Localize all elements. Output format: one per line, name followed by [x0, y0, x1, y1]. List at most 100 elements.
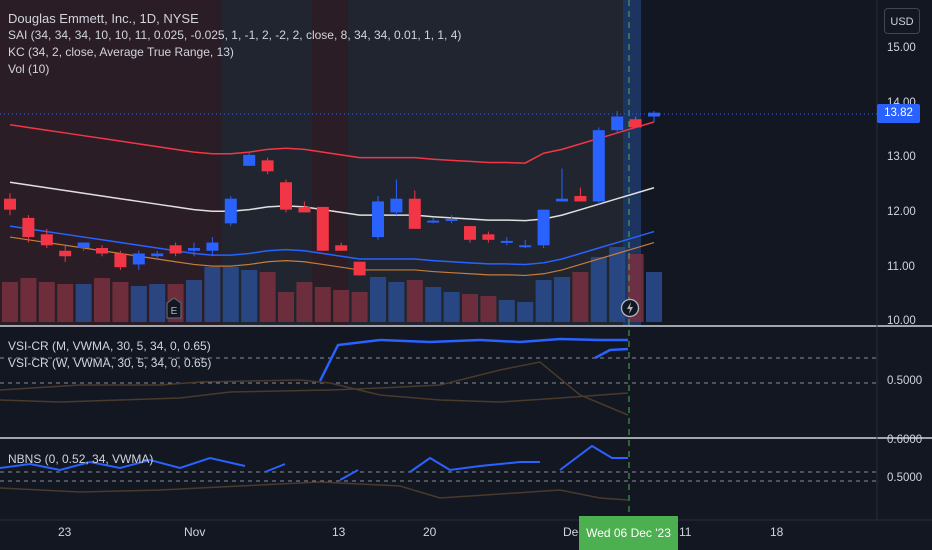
volume-bar: [646, 272, 662, 322]
price-tick: 13.00: [887, 151, 916, 163]
nbns-brown-line: [0, 481, 629, 501]
volume-bar: [351, 292, 368, 322]
volume-bar: [186, 280, 202, 322]
nbns-line: [264, 463, 286, 473]
price-tick: 12.00: [887, 206, 916, 218]
sai-legend[interactable]: SAI (34, 34, 34, 10, 10, 11, 0.025, -0.0…: [8, 28, 462, 42]
candle-body: [132, 253, 145, 265]
keltner-lower-band: [9, 225, 655, 266]
candle-body: [519, 245, 532, 248]
vsi-cr-m-line: [318, 337, 628, 382]
volume-bar: [517, 302, 534, 322]
candle-body: [169, 245, 182, 254]
candle-body: [574, 195, 587, 202]
candle-body: [243, 154, 256, 166]
time-label: 23: [58, 525, 72, 539]
volume-bar: [572, 272, 589, 322]
candle-body: [261, 160, 274, 172]
candle-body: [556, 198, 568, 202]
volume-bar: [554, 277, 570, 322]
price-tick: 11.00: [887, 261, 915, 273]
volume-bar: [259, 272, 276, 322]
vsi-cr-w-line: [594, 347, 629, 360]
volume-bar: [296, 282, 313, 322]
volume-bar: [222, 267, 239, 322]
candle-body: [114, 253, 127, 268]
volume-bar: [406, 280, 423, 322]
earnings-icon[interactable]: E: [166, 297, 182, 319]
sai-orange-line: [9, 236, 655, 277]
main-legend: Douglas Emmett, Inc., 1D, NYSE SAI (34, …: [8, 10, 461, 78]
candle-body: [59, 250, 72, 257]
price-tick: 10.00: [887, 315, 916, 327]
candle-body: [390, 198, 403, 213]
candle-body: [353, 261, 366, 276]
volume-bar: [609, 247, 626, 322]
pane3-tick: 0.6000: [887, 434, 923, 446]
volume-bar: [480, 296, 497, 322]
time-label: 11: [679, 525, 692, 539]
candle-body: [482, 234, 495, 240]
volume-bar: [38, 282, 55, 322]
volume-bar: [241, 270, 258, 322]
volume-bar: [333, 290, 350, 322]
pane3-tick: 0.5000: [887, 472, 923, 484]
candle-body: [500, 240, 513, 243]
candle-body: [224, 198, 237, 224]
volume-bar: [462, 294, 478, 322]
candle-body: [445, 218, 458, 221]
highlight-column: [623, 0, 641, 326]
candle-body: [4, 198, 16, 210]
volume-bar: [388, 282, 405, 322]
volume-bar: [112, 282, 129, 322]
volume-bar: [149, 284, 166, 322]
crosshair-date-tag: Wed 06 Dec '23: [579, 516, 678, 550]
symbol-title[interactable]: Douglas Emmett, Inc., 1D, NYSE: [8, 11, 199, 26]
candle-body: [335, 245, 348, 251]
volume-bar: [370, 277, 386, 322]
kc-legend[interactable]: KC (34, 2, close, Average True Range, 13…: [8, 45, 234, 59]
vsi-cr-w-legend[interactable]: VSI-CR (W, VWMA, 30, 5, 34, 0, 0.65): [8, 356, 212, 370]
volume-bar: [498, 300, 515, 322]
pane2-tick: 0.5000: [887, 375, 923, 387]
candle-body: [648, 112, 660, 117]
candle-body: [40, 234, 53, 246]
price-tick: 15.00: [887, 42, 916, 54]
nbns-line: [0, 456, 246, 472]
regime-shade: [0, 0, 222, 326]
time-label: 18: [770, 525, 784, 539]
pane3-legend: NBNS (0, 0.52, 34, VWMA): [8, 451, 153, 468]
candle-body: [280, 182, 292, 210]
nbns-line: [559, 444, 628, 471]
time-label: 20: [423, 525, 437, 539]
candle-body: [151, 253, 164, 257]
candle-body: [592, 130, 605, 202]
volume-bar: [2, 282, 18, 322]
candle-body: [22, 217, 35, 238]
candle-body: [629, 119, 642, 128]
vsi-cr-m-legend[interactable]: VSI-CR (M, VWMA, 30, 5, 34, 0, 0.65): [8, 339, 211, 353]
candle-body: [206, 242, 219, 251]
candle-body: [298, 206, 311, 213]
pane2-legend: VSI-CR (M, VWMA, 30, 5, 34, 0, 0.65) VSI…: [8, 338, 211, 372]
candle-body: [427, 220, 440, 223]
volume-bar: [130, 286, 147, 322]
nbns-line: [339, 469, 359, 481]
candle-body: [316, 206, 329, 251]
keltner-upper-band: [9, 121, 655, 164]
time-label: 13: [332, 525, 346, 539]
currency-button[interactable]: USD: [884, 8, 920, 34]
dividend-icon[interactable]: [620, 298, 640, 318]
volume-bar: [590, 257, 607, 322]
vsi-cr-brown-line: [0, 379, 629, 403]
regime-shade: [312, 0, 348, 326]
volume-bar: [204, 267, 221, 322]
candle-body: [188, 248, 200, 251]
vol-legend[interactable]: Vol (10): [8, 62, 50, 76]
time-label: Nov: [184, 525, 206, 539]
nbns-legend[interactable]: NBNS (0, 0.52, 34, VWMA): [8, 452, 154, 466]
candle-body: [408, 198, 421, 229]
candle-body: [96, 248, 108, 254]
volume-bar: [57, 284, 74, 322]
